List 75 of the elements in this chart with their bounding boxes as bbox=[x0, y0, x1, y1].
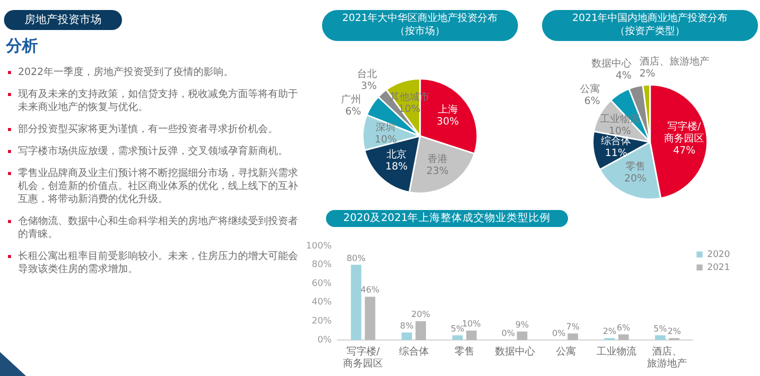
text: 长租公寓出租率目前受影响较小。未来，住房压力的增大可能会导致该类住房的需求增加。 bbox=[18, 251, 298, 275]
slice-label: 酒店、旅游地产 bbox=[639, 55, 710, 68]
y-tick-label: 60% bbox=[312, 278, 332, 289]
x-tick-label: 零售 bbox=[454, 346, 474, 358]
data-label: 2% bbox=[602, 327, 616, 338]
data-label: 18% bbox=[385, 162, 408, 173]
bar bbox=[618, 334, 629, 340]
data-label: 9% bbox=[515, 320, 529, 330]
text: 房地产投资市场 bbox=[4, 10, 122, 30]
slice-label: 数据中心 bbox=[591, 58, 632, 70]
bar bbox=[402, 332, 412, 340]
data-label: 5% bbox=[654, 324, 668, 334]
bar bbox=[452, 335, 463, 340]
data-label: 3% bbox=[360, 80, 377, 92]
bar bbox=[364, 296, 376, 340]
data-label: 47% bbox=[673, 145, 696, 156]
data-label: 8% bbox=[400, 321, 414, 332]
chart-title: 2021年大中华区商业地产投资分布（按市场） bbox=[341, 13, 499, 38]
data-label: 5% bbox=[450, 324, 464, 334]
data-label: 10% bbox=[462, 320, 481, 330]
bar bbox=[516, 332, 528, 340]
x-tick-label: 酒店、旅游地产 bbox=[647, 346, 688, 370]
bar bbox=[655, 335, 666, 340]
y-tick-label: 40% bbox=[312, 298, 332, 308]
data-label: 2% bbox=[667, 327, 681, 338]
bar bbox=[568, 333, 578, 340]
data-label: 6% bbox=[616, 323, 630, 334]
data-label: 4% bbox=[616, 70, 632, 82]
data-label: 46% bbox=[360, 286, 380, 296]
data-label: 23% bbox=[426, 166, 449, 178]
data-label: 30% bbox=[436, 116, 459, 128]
x-tick-label: 数据中心 bbox=[495, 346, 536, 358]
text: 写字楼市场供应放缓，需求预计反弹，交叉领域孕育新商机。 bbox=[18, 146, 288, 157]
legend-label: 2021 bbox=[707, 262, 730, 273]
text: 零售业品牌商及业主们预计将不断挖掘细分市场，寻找新兴需求机会，创造新的价值点。社区商业体系的优化，线上线下的互补互惠，将带动新消费的优化升级。 bbox=[18, 168, 298, 205]
slice-label: 广州 bbox=[341, 94, 362, 106]
data-label: 6% bbox=[584, 96, 600, 107]
bar bbox=[416, 321, 426, 340]
data-label: 20% bbox=[624, 174, 646, 185]
bar bbox=[350, 264, 362, 340]
legend-label: 2020 bbox=[707, 250, 730, 260]
slice-label: 上海 bbox=[438, 103, 458, 116]
text: 分析 bbox=[6, 36, 38, 57]
x-tick-label: 写字楼/商务园区 bbox=[343, 346, 384, 370]
x-tick-label: 工业物流 bbox=[596, 346, 637, 358]
slice-label: 台北 bbox=[356, 68, 377, 80]
data-label: 0% bbox=[552, 328, 566, 339]
chart-title: 2021年中国内地商业地产投资分布（按资产类型） bbox=[571, 13, 729, 38]
text: 2022年一季度，房地产投资受到了疫情的影响。 bbox=[18, 67, 234, 78]
y-tick-label: 80% bbox=[312, 260, 332, 270]
text: 部分投资型买家将更为谨慎，有一些投资者寻求折价机会。 bbox=[18, 124, 278, 135]
slice-label: 写字楼/商务园区 bbox=[664, 120, 704, 144]
y-tick-label: 0% bbox=[317, 335, 332, 346]
data-label: 6% bbox=[345, 106, 362, 118]
bar bbox=[466, 330, 477, 340]
data-label: 0% bbox=[501, 328, 515, 339]
y-tick-label: 20% bbox=[312, 316, 332, 327]
slice-label: 零售 bbox=[625, 160, 646, 173]
text: 仓储物流、数据中心和生命科学相关的房地产将继续受到投资者的青睐。 bbox=[18, 216, 298, 240]
slice-label: 公寓 bbox=[580, 82, 600, 95]
data-label: 80% bbox=[346, 254, 366, 264]
data-label: 11% bbox=[604, 148, 628, 159]
chart-title: 2020及2021年上海整体成交物业类型比例 bbox=[342, 212, 552, 226]
x-tick-label: 公寓 bbox=[556, 346, 576, 358]
slice-label: 香港 bbox=[427, 153, 448, 166]
y-tick-label: 100% bbox=[306, 241, 332, 252]
slice-label: 北京 bbox=[386, 148, 406, 161]
data-label: 10% bbox=[608, 126, 632, 138]
data-label: 20% bbox=[411, 310, 430, 320]
data-label: 10% bbox=[374, 134, 397, 146]
slice-label: 深圳 bbox=[376, 121, 396, 134]
x-tick-label: 综合体 bbox=[398, 346, 429, 358]
text: 现有及未来的支持政策，如信贷支持，税收减免方面等将有助于未来商业地产的恢复与优化。 bbox=[18, 89, 298, 113]
data-label: 2% bbox=[639, 68, 656, 80]
data-label: 7% bbox=[566, 322, 580, 332]
